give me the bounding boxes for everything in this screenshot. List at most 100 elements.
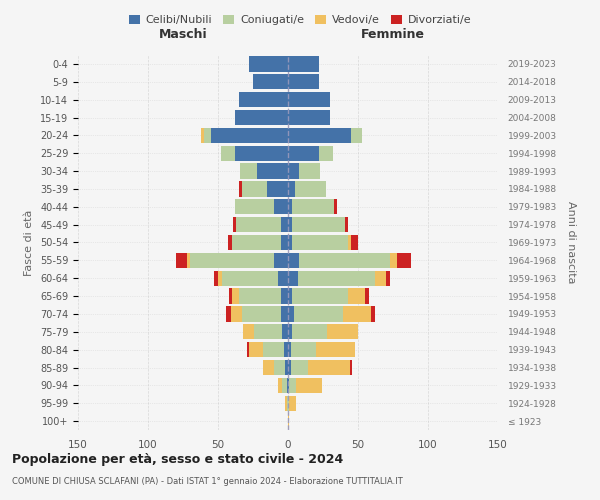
Bar [288, 199, 292, 214]
Bar [190, 253, 274, 268]
Bar [232, 235, 281, 250]
Bar [316, 342, 355, 357]
Bar [235, 110, 288, 125]
Bar [241, 164, 257, 178]
Bar [274, 253, 288, 268]
Bar [288, 146, 319, 161]
Y-axis label: Fasce di età: Fasce di età [25, 210, 34, 276]
Bar [288, 253, 299, 268]
Bar [281, 235, 288, 250]
Bar [288, 217, 292, 232]
Bar [278, 378, 283, 393]
Bar [289, 378, 296, 393]
Bar [295, 182, 326, 196]
Bar [239, 92, 288, 107]
Bar [253, 74, 288, 90]
Bar [214, 270, 218, 286]
Bar [263, 360, 274, 375]
Bar [257, 164, 288, 178]
Bar [293, 306, 343, 322]
Bar [371, 306, 375, 322]
Bar [365, 288, 369, 304]
Bar [281, 288, 288, 304]
Bar [242, 182, 267, 196]
Bar [233, 217, 236, 232]
Bar [263, 342, 284, 357]
Bar [288, 56, 319, 72]
Bar [281, 217, 288, 232]
Text: Femmine: Femmine [361, 28, 425, 40]
Bar [267, 182, 288, 196]
Bar [386, 270, 390, 286]
Bar [288, 164, 299, 178]
Bar [235, 199, 274, 214]
Y-axis label: Anni di nascita: Anni di nascita [566, 201, 577, 284]
Bar [292, 217, 346, 232]
Bar [247, 342, 249, 357]
Bar [291, 342, 316, 357]
Bar [288, 182, 295, 196]
Bar [201, 128, 204, 143]
Bar [288, 306, 293, 322]
Legend: Celibi/Nubili, Coniugati/e, Vedovi/e, Divorziati/e: Celibi/Nubili, Coniugati/e, Vedovi/e, Di… [124, 10, 476, 30]
Bar [222, 270, 278, 286]
Bar [274, 360, 285, 375]
Bar [288, 414, 289, 428]
Bar [218, 270, 222, 286]
Bar [288, 128, 351, 143]
Bar [287, 378, 288, 393]
Bar [390, 253, 397, 268]
Bar [288, 324, 292, 340]
Bar [348, 235, 351, 250]
Bar [288, 74, 319, 90]
Bar [346, 217, 348, 232]
Bar [239, 182, 242, 196]
Bar [343, 306, 371, 322]
Text: Popolazione per età, sesso e stato civile - 2024: Popolazione per età, sesso e stato civil… [12, 452, 343, 466]
Bar [375, 270, 386, 286]
Bar [230, 306, 242, 322]
Bar [235, 146, 288, 161]
Bar [351, 128, 362, 143]
Bar [228, 235, 232, 250]
Bar [348, 288, 365, 304]
Bar [308, 360, 350, 375]
Bar [350, 360, 352, 375]
Bar [288, 270, 298, 286]
Bar [239, 288, 281, 304]
Bar [298, 270, 375, 286]
Bar [299, 253, 390, 268]
Bar [288, 342, 291, 357]
Bar [284, 342, 288, 357]
Bar [292, 324, 327, 340]
Bar [319, 146, 333, 161]
Bar [285, 396, 287, 411]
Bar [226, 306, 230, 322]
Bar [274, 199, 288, 214]
Text: Maschi: Maschi [158, 28, 208, 40]
Bar [204, 128, 211, 143]
Bar [292, 199, 334, 214]
Bar [176, 253, 187, 268]
Bar [351, 235, 358, 250]
Bar [292, 288, 348, 304]
Bar [289, 396, 296, 411]
Bar [327, 324, 358, 340]
Bar [229, 288, 232, 304]
Bar [292, 235, 348, 250]
Bar [249, 342, 263, 357]
Bar [283, 378, 287, 393]
Bar [288, 110, 330, 125]
Bar [211, 128, 288, 143]
Bar [281, 306, 288, 322]
Bar [288, 378, 289, 393]
Text: COMUNE DI CHIUSA SCLAFANI (PA) - Dati ISTAT 1° gennaio 2024 - Elaborazione TUTTI: COMUNE DI CHIUSA SCLAFANI (PA) - Dati IS… [12, 478, 403, 486]
Bar [236, 217, 281, 232]
Bar [221, 146, 235, 161]
Bar [288, 235, 292, 250]
Bar [291, 360, 308, 375]
Bar [283, 324, 288, 340]
Bar [397, 253, 411, 268]
Bar [288, 92, 330, 107]
Bar [232, 288, 239, 304]
